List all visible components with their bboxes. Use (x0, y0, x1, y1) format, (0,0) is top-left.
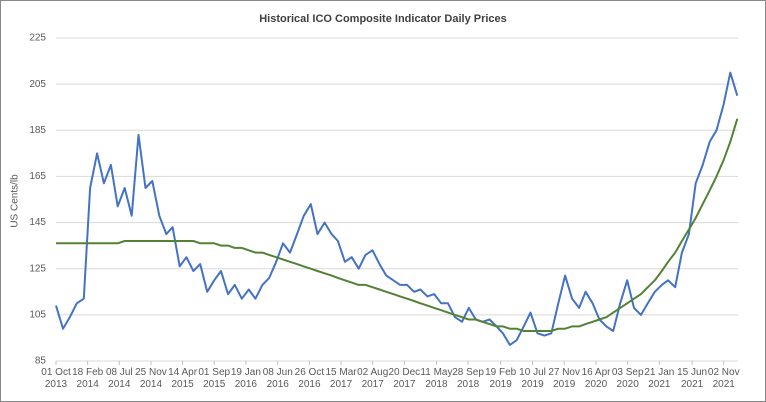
y-tick-label: 85 (35, 356, 47, 367)
x-tick-label: 19 Feb 2019 (485, 367, 517, 390)
x-tick-label: 01 Oct 2013 (41, 367, 71, 390)
x-tick-label: 18 Feb 2014 (72, 367, 104, 390)
y-tick-label: 225 (29, 33, 46, 44)
chart-title: Historical ICO Composite Indicator Daily… (259, 13, 507, 25)
x-tick-label: 15 Mar 2017 (325, 367, 357, 390)
y-tick-label: 205 (29, 79, 46, 90)
y-tick-label: 185 (29, 125, 46, 136)
x-tick-label: 08 Jun 2016 (262, 367, 293, 390)
y-tick-label: 105 (29, 309, 46, 320)
x-tick-label: 27 Nov 2019 (548, 367, 580, 390)
x-tick-label: 28 Sep 2018 (452, 367, 484, 390)
x-tick-label: 02 Aug 2017 (357, 367, 389, 390)
y-tick-label: 125 (29, 263, 46, 274)
y-axis-label: US Cents/lb (10, 174, 21, 228)
x-tick-label: 26 Oct 2016 (294, 367, 325, 390)
y-tick-label: 165 (29, 171, 46, 182)
series-line (56, 118, 739, 332)
x-tick-label: 11 May 2018 (420, 367, 453, 390)
x-tick-label: 16 Apr 2020 (581, 367, 611, 390)
x-tick-label: 03 Sep 2020 (611, 367, 644, 390)
x-tick-label: 08 Jul 2014 (105, 367, 133, 390)
x-tick-label: 21 Jan 2021 (644, 367, 675, 390)
x-tick-label: 10 Jul 2019 (519, 367, 546, 390)
x-tick-label: 19 Jan 2016 (230, 367, 261, 390)
x-tick-label: 25 Nov 2014 (135, 367, 167, 390)
x-tick-label: 01 Sep 2015 (198, 367, 231, 390)
series-line (55, 71, 739, 346)
x-tick-label: 15 Jun 2021 (677, 367, 708, 390)
x-tick-label: 02 Nov 2021 (707, 367, 740, 390)
y-tick-label: 145 (29, 217, 46, 228)
x-tick-label: 14 Apr 2015 (168, 367, 198, 390)
x-tick-label: 20 Dec 2017 (388, 367, 421, 390)
